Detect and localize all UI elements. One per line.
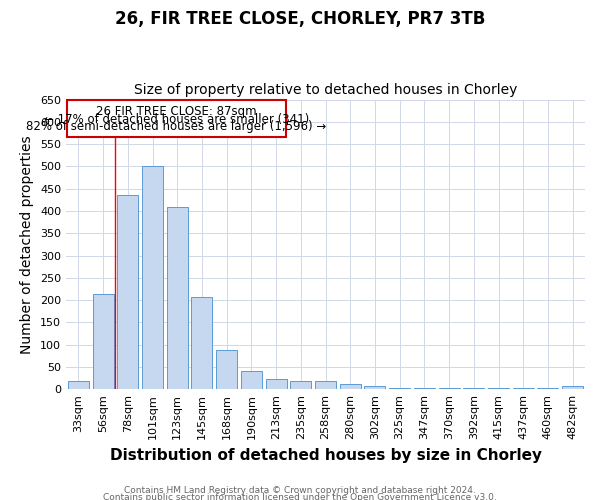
Bar xyxy=(142,166,163,389)
Bar xyxy=(290,381,311,389)
Bar xyxy=(439,388,460,389)
Bar xyxy=(562,386,583,389)
Text: 26, FIR TREE CLOSE, CHORLEY, PR7 3TB: 26, FIR TREE CLOSE, CHORLEY, PR7 3TB xyxy=(115,10,485,28)
Text: Contains HM Land Registry data © Crown copyright and database right 2024.: Contains HM Land Registry data © Crown c… xyxy=(124,486,476,495)
Bar xyxy=(118,196,139,389)
FancyBboxPatch shape xyxy=(67,100,286,138)
Bar xyxy=(488,388,509,389)
Bar xyxy=(340,384,361,389)
Bar xyxy=(364,386,385,389)
Bar xyxy=(463,388,484,389)
Y-axis label: Number of detached properties: Number of detached properties xyxy=(20,135,34,354)
Bar xyxy=(68,381,89,389)
Text: ← 17% of detached houses are smaller (341): ← 17% of detached houses are smaller (34… xyxy=(44,113,309,126)
Bar xyxy=(538,388,559,389)
Title: Size of property relative to detached houses in Chorley: Size of property relative to detached ho… xyxy=(134,83,517,97)
Text: 26 FIR TREE CLOSE: 87sqm: 26 FIR TREE CLOSE: 87sqm xyxy=(97,106,257,118)
Bar xyxy=(266,380,287,389)
Text: 82% of semi-detached houses are larger (1,596) →: 82% of semi-detached houses are larger (… xyxy=(26,120,327,134)
X-axis label: Distribution of detached houses by size in Chorley: Distribution of detached houses by size … xyxy=(110,448,542,462)
Bar xyxy=(513,388,534,389)
Text: Contains public sector information licensed under the Open Government Licence v3: Contains public sector information licen… xyxy=(103,494,497,500)
Bar xyxy=(315,381,336,389)
Bar xyxy=(389,388,410,389)
Bar xyxy=(92,294,113,389)
Bar xyxy=(216,350,237,389)
Bar xyxy=(241,372,262,389)
Bar xyxy=(414,388,435,389)
Bar xyxy=(167,208,188,389)
Bar xyxy=(191,297,212,389)
